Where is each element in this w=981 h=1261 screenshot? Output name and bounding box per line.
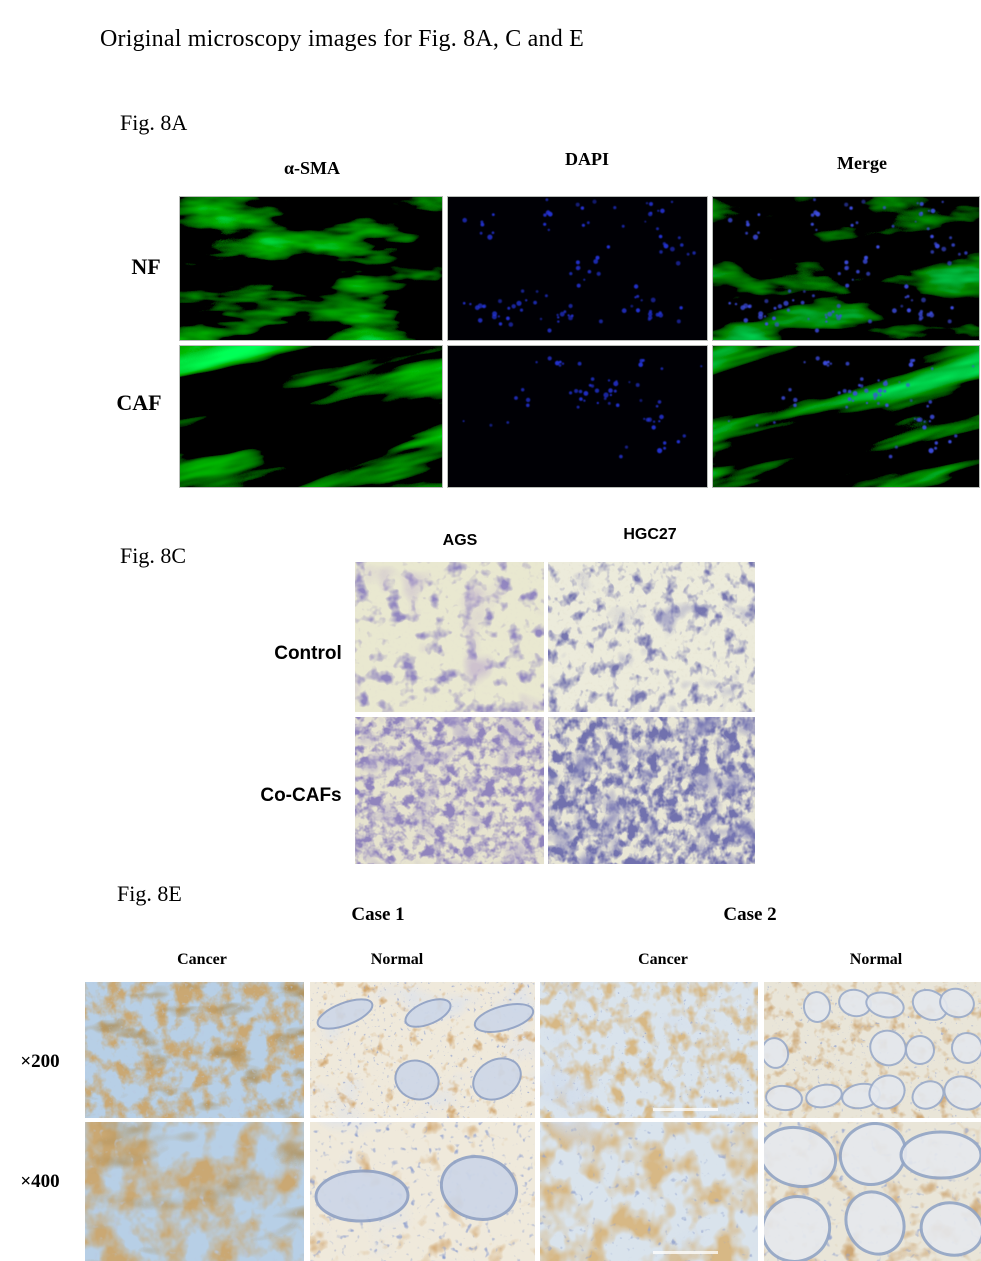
fig-8a-col-header-merge: Merge <box>837 153 887 173</box>
micrograph-8e-x200-case1-cancer <box>85 982 304 1118</box>
micrograph-8e-x200-case2-normal <box>764 982 981 1118</box>
fig-8e-col-header-case2-cancer: Cancer <box>638 951 688 968</box>
micrograph-8e-x400-case2-cancer <box>540 1122 758 1261</box>
fig-8e-col-header-case1-normal: Normal <box>370 951 424 968</box>
page-title: Original microscopy images for Fig. 8A, … <box>100 26 584 52</box>
fig-8c-row-header-control: Control <box>274 643 342 664</box>
fig-8c-col-header-hgc27: HGC27 <box>623 526 677 543</box>
fig-8e-row-header-x400: ×400 <box>20 1171 60 1192</box>
fig-8c-label: Fig. 8C <box>120 543 187 568</box>
micrograph-8c-cocafs-ags <box>355 717 544 864</box>
micrograph-8c-control-hgc27 <box>548 562 755 712</box>
micrograph-8c-control-ags <box>355 562 544 712</box>
micrograph-8e-x400-case1-normal <box>310 1122 535 1261</box>
micrograph-8a-nf-asma <box>179 196 443 341</box>
fig-8e-label: Fig. 8E <box>117 881 182 906</box>
fig-8e-col-header-case1-cancer: Cancer <box>177 951 227 968</box>
fig-8e-row-header-x200: ×200 <box>20 1051 60 1072</box>
micrograph-8c-cocafs-hgc27 <box>548 717 755 864</box>
micrograph-8a-caf-merge <box>712 345 980 488</box>
micrograph-8a-nf-merge <box>712 196 980 341</box>
micrograph-8e-x200-case1-normal <box>310 982 535 1118</box>
fig-8c-col-header-ags: AGS <box>442 532 478 549</box>
fig-8a-col-header-dapi: DAPI <box>565 149 609 169</box>
micrograph-8a-caf-asma <box>179 345 443 488</box>
micrograph-8e-x200-case2-cancer <box>540 982 758 1118</box>
fig-8e-case2-header: Case 2 <box>723 904 777 925</box>
micrograph-8a-caf-dapi <box>447 345 708 488</box>
fig-8e-col-header-case2-normal: Normal <box>849 951 903 968</box>
fig-8e-case1-header: Case 1 <box>351 904 405 925</box>
fig-8a-row-header-nf: NF <box>131 254 161 279</box>
fig-8a-col-header-asma: α-SMA <box>283 158 341 178</box>
fig-8c-row-header-cocafs: Co-CAFs <box>260 785 342 806</box>
fig-8a-label: Fig. 8A <box>120 110 188 135</box>
micrograph-8a-nf-dapi <box>447 196 708 341</box>
fig-8a-row-header-caf: CAF <box>116 390 162 415</box>
micrograph-8e-x400-case1-cancer <box>85 1122 304 1261</box>
micrograph-8e-x400-case2-normal <box>764 1122 981 1261</box>
